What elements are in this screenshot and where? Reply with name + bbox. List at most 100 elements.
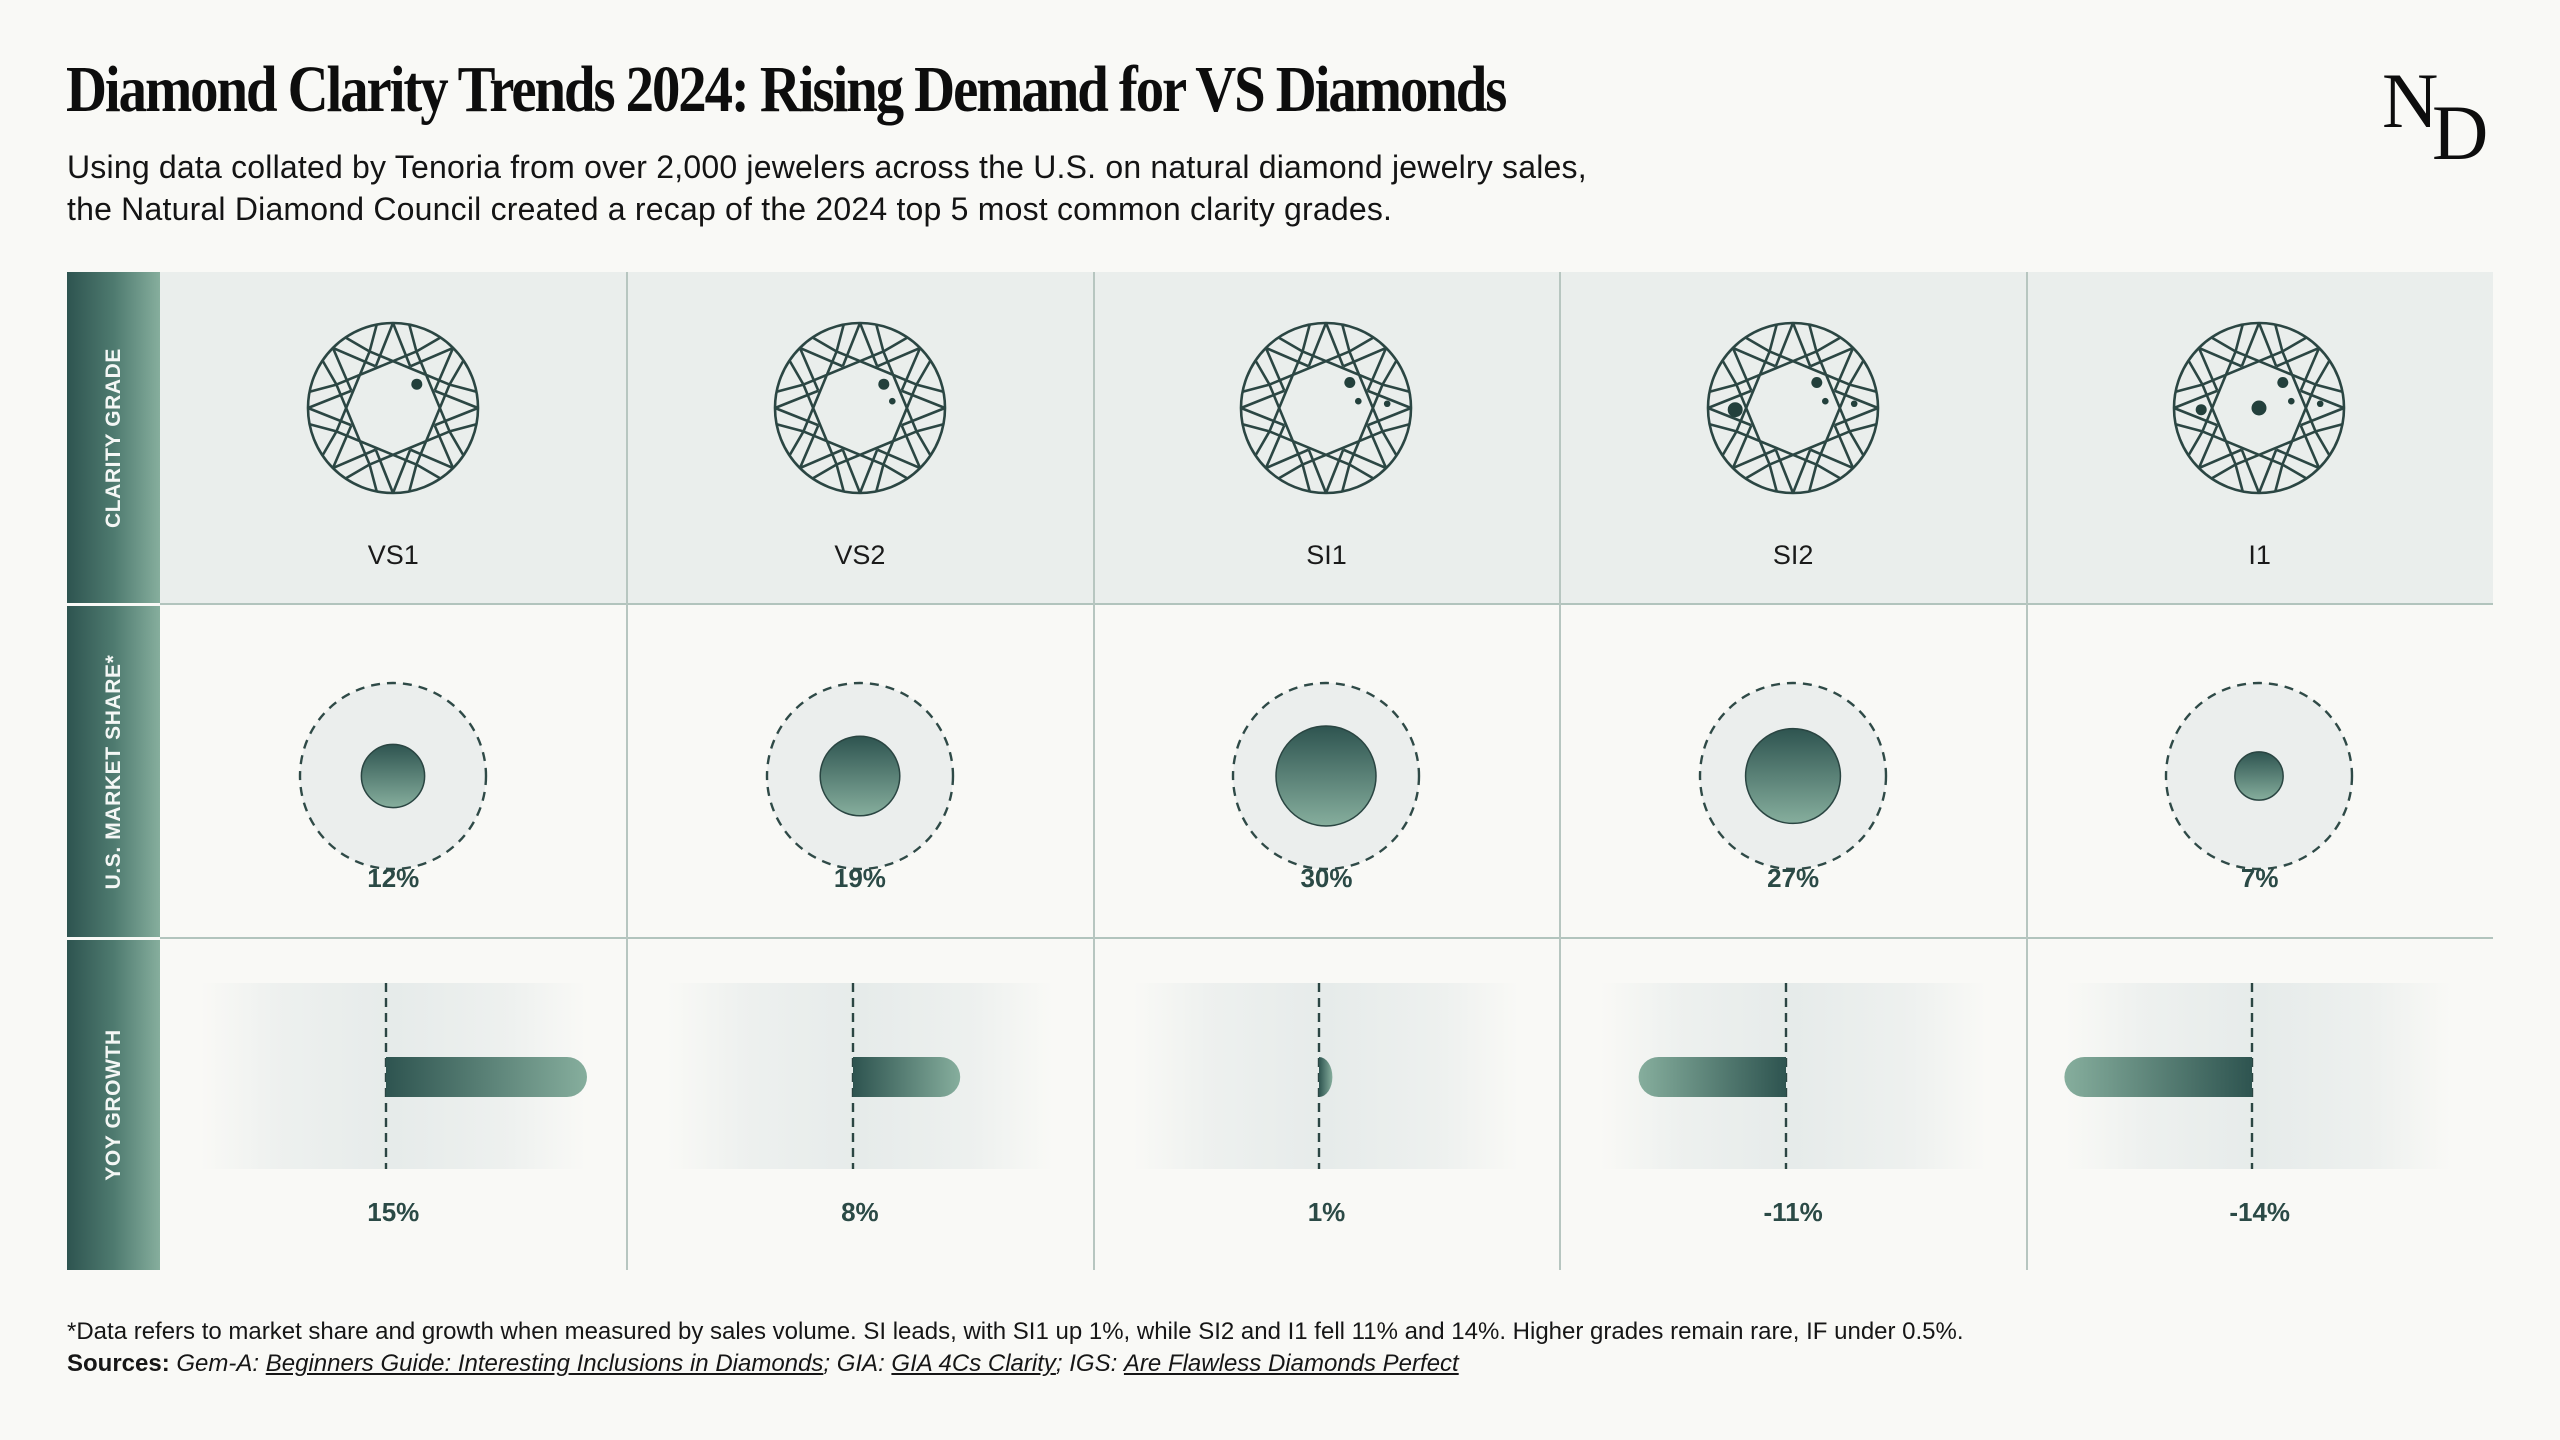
- source-link-gem-a[interactable]: Beginners Guide: Interesting Inclusions …: [265, 1350, 824, 1377]
- inclusion-dot: [1811, 377, 1823, 388]
- market-share-dot: [1744, 727, 1841, 825]
- row-label-market-share-text: U.S. MARKET SHARE*: [101, 654, 125, 889]
- row-label-yoy-growth: YOY GROWTH: [67, 939, 160, 1270]
- sources-label: Sources:: [67, 1350, 170, 1377]
- growth-bar: [1638, 1057, 1786, 1097]
- market-share-cell-si1: 30%: [1093, 605, 1560, 938]
- market-share-cell-si2: 27%: [1560, 605, 2027, 938]
- page-subtitle: Using data collated by Tenoria from over…: [67, 146, 1867, 230]
- subtitle-line-1: Using data collated by Tenoria from over…: [67, 149, 1587, 185]
- market-share-bubble-si1: [1231, 681, 1421, 871]
- market-share-value: 19%: [833, 863, 886, 893]
- inclusion-dot: [2196, 404, 2208, 416]
- row-divider: [67, 603, 160, 606]
- market-share-value: 12%: [367, 863, 420, 893]
- diamond-icon: [2173, 321, 2346, 495]
- growth-bar: [852, 1057, 960, 1097]
- column-divider: [626, 272, 628, 1270]
- source-link-gia[interactable]: GIA 4Cs Clarity: [891, 1350, 1056, 1377]
- subtitle-line-2: the Natural Diamond Council created a re…: [67, 191, 1393, 227]
- inclusion-dot: [2251, 400, 2267, 416]
- growth-cell-vs2: 8%: [627, 939, 1094, 1270]
- inclusion-dot: [411, 378, 423, 390]
- inclusion-dot: [888, 397, 896, 405]
- inclusion-dot: [2317, 400, 2324, 408]
- source-separator: ;: [823, 1350, 831, 1377]
- clarity-cell-vs1: VS1: [160, 272, 627, 604]
- growth-bar: [386, 1057, 587, 1097]
- inclusion-dot: [2288, 397, 2295, 405]
- market-share-bubble-si2: [1698, 681, 1887, 871]
- column-divider: [1093, 272, 1095, 1270]
- source-link-igs[interactable]: Are Flawless Diamonds Perfect: [1123, 1350, 1459, 1377]
- growth-value: 1%: [1307, 1197, 1346, 1227]
- growth-cell-vs1: 15%: [160, 939, 627, 1270]
- row-label-yoy-growth-text: YOY GROWTH: [101, 1028, 125, 1181]
- clarity-cell-vs2: VS2: [627, 272, 1094, 604]
- clarity-cell-si1: SI1: [1093, 272, 1560, 604]
- source-org-gem-a: Gem-A:: [176, 1350, 260, 1377]
- column-divider: [2026, 272, 2028, 1270]
- market-share-bubble-vs1: [298, 681, 488, 871]
- growth-cell-i1: -14%: [2026, 939, 2493, 1270]
- diamond-icon: [773, 321, 946, 495]
- footnote: *Data refers to market share and growth …: [67, 1318, 1964, 1345]
- market-share-cell-vs2: 19%: [627, 605, 1094, 938]
- growth-cell-si1: 1%: [1093, 939, 1560, 1270]
- logo-letter-n: N: [2382, 57, 2439, 144]
- market-share-value: 27%: [1767, 863, 1820, 893]
- growth-value: -14%: [2229, 1197, 2291, 1227]
- clarity-grade-label: SI2: [1772, 540, 1814, 570]
- row-divider: [160, 603, 2493, 605]
- inclusion-dot: [1384, 400, 1391, 408]
- row-divider: [67, 937, 160, 940]
- diamond-facets: [307, 322, 479, 494]
- diamond-icon: [306, 321, 480, 495]
- growth-value: 15%: [367, 1197, 420, 1227]
- market-share-value: 30%: [1300, 863, 1353, 893]
- clarity-cell-si2: SI2: [1560, 272, 2027, 604]
- inclusion-dot: [1821, 397, 1829, 405]
- clarity-table: CLARITY GRADE U.S. MARKET SHARE* YOY GRO…: [67, 272, 2493, 1270]
- diamond-facets: [2173, 322, 2345, 494]
- clarity-cell-i1: I1: [2026, 272, 2493, 604]
- inclusion-dot: [877, 378, 889, 390]
- row-label-clarity-grade: CLARITY GRADE: [67, 272, 160, 604]
- market-share-row: 12% 19% 30% 27% 7%: [160, 605, 2493, 938]
- diamond-diagram-i1: [2173, 321, 2346, 495]
- market-share-bubble-vs2: [765, 681, 954, 871]
- logo-letter-d: D: [2432, 89, 2489, 176]
- inclusion-dot: [1355, 397, 1362, 405]
- inclusion-dot: [1344, 377, 1356, 388]
- market-share-dot: [1275, 725, 1377, 827]
- row-label-market-share: U.S. MARKET SHARE*: [67, 605, 160, 938]
- row-divider: [160, 937, 2493, 939]
- growth-value: 8%: [841, 1197, 879, 1227]
- market-share-cell-i1: 7%: [2026, 605, 2493, 938]
- diamond-diagram-si1: [1239, 321, 1413, 495]
- diamond-facets: [774, 322, 946, 494]
- inclusion-dot: [1850, 400, 1858, 408]
- footer: *Data refers to market share and growth …: [67, 1316, 2467, 1380]
- page-title: Diamond Clarity Trends 2024: Rising Dema…: [66, 53, 1507, 126]
- growth-bar-chart-vs2: [666, 983, 1053, 1169]
- growth-bar-chart-i1: [2064, 983, 2453, 1169]
- market-share-value: 7%: [2240, 863, 2279, 893]
- diamond-facets: [1707, 322, 1879, 494]
- nd-logo: N D: [2382, 57, 2502, 172]
- growth-bar-chart-vs1: [200, 983, 587, 1169]
- market-share-dot: [819, 735, 901, 817]
- source-org-igs: IGS:: [1069, 1350, 1118, 1377]
- diamond-facets: [1240, 322, 1412, 494]
- inclusion-dot: [2277, 377, 2289, 388]
- market-share-dot: [2234, 751, 2285, 801]
- column-divider: [1559, 272, 1561, 1270]
- sources-line: Sources: Gem-A: Beginners Guide: Interes…: [67, 1350, 1459, 1377]
- diamond-icon: [1706, 321, 1880, 495]
- growth-bar: [2064, 1057, 2253, 1097]
- market-share-cell-vs1: 12%: [160, 605, 627, 938]
- row-label-clarity-grade-text: CLARITY GRADE: [101, 347, 125, 529]
- source-org-gia: GIA:: [836, 1350, 885, 1377]
- clarity-grade-label: VS1: [367, 540, 419, 570]
- source-separator: ;: [1055, 1350, 1063, 1377]
